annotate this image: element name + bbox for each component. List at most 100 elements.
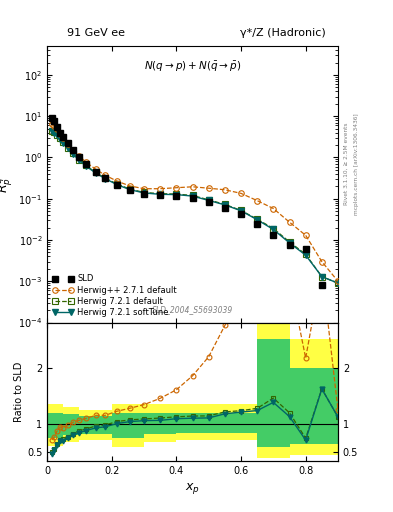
Herwig++ 2.7.1 default — [114, 178, 119, 184]
Herwig++ 2.7.1 default — [158, 186, 163, 192]
Herwig 7.2.1 default — [50, 127, 54, 134]
Herwig++ 2.7.1 default — [239, 190, 243, 197]
Herwig 7.2.1 softTune — [142, 190, 147, 196]
Herwig 7.2.1 softTune — [336, 280, 340, 286]
Herwig++ 2.7.1 default — [222, 187, 227, 193]
SLD — [142, 191, 147, 197]
Herwig 7.2.1 default — [52, 129, 57, 135]
Herwig 7.2.1 softTune — [52, 130, 57, 136]
Herwig++ 2.7.1 default — [93, 166, 98, 172]
SLD — [114, 182, 119, 188]
Herwig++ 2.7.1 default — [52, 123, 57, 129]
Herwig++ 2.7.1 default — [55, 126, 59, 133]
Text: $N(q \rightarrow p)+N(\bar{q} \rightarrow \bar{p})$: $N(q \rightarrow p)+N(\bar{q} \rightarro… — [144, 60, 241, 74]
Herwig 7.2.1 softTune — [93, 170, 98, 176]
SLD — [61, 134, 66, 140]
Herwig++ 2.7.1 default — [71, 146, 75, 153]
SLD — [55, 124, 59, 130]
Herwig++ 2.7.1 default — [271, 205, 276, 211]
SLD — [320, 282, 324, 288]
Herwig 7.2.1 softTune — [206, 197, 211, 203]
Herwig 7.2.1 default — [239, 207, 243, 214]
SLD — [239, 211, 243, 218]
Herwig 7.2.1 softTune — [320, 273, 324, 280]
X-axis label: $x_p$: $x_p$ — [185, 481, 200, 496]
Herwig 7.2.1 default — [271, 225, 276, 231]
SLD — [52, 118, 57, 124]
Y-axis label: $R^{q}_{p}$: $R^{q}_{p}$ — [0, 176, 15, 193]
SLD — [174, 193, 179, 199]
Herwig 7.2.1 default — [93, 169, 98, 176]
Line: Herwig++ 2.7.1 default: Herwig++ 2.7.1 default — [49, 121, 341, 284]
SLD — [206, 199, 211, 205]
Herwig 7.2.1 softTune — [103, 176, 108, 182]
Herwig 7.2.1 default — [255, 216, 259, 222]
Herwig++ 2.7.1 default — [174, 185, 179, 191]
Herwig 7.2.1 softTune — [127, 186, 132, 193]
Herwig 7.2.1 softTune — [271, 226, 276, 232]
Herwig 7.2.1 softTune — [255, 217, 259, 223]
Herwig++ 2.7.1 default — [84, 159, 88, 165]
Herwig 7.2.1 softTune — [77, 157, 82, 163]
Herwig++ 2.7.1 default — [66, 141, 70, 147]
SLD — [93, 169, 98, 175]
Herwig++ 2.7.1 default — [190, 184, 195, 190]
Line: Herwig 7.2.1 default: Herwig 7.2.1 default — [49, 127, 341, 286]
Herwig 7.2.1 default — [222, 201, 227, 207]
Herwig 7.2.1 default — [190, 193, 195, 199]
Herwig 7.2.1 softTune — [190, 193, 195, 199]
Herwig 7.2.1 softTune — [61, 140, 66, 146]
Herwig 7.2.1 default — [206, 197, 211, 203]
SLD — [255, 221, 259, 227]
Herwig++ 2.7.1 default — [61, 135, 66, 141]
Herwig 7.2.1 softTune — [158, 191, 163, 198]
Herwig 7.2.1 default — [336, 280, 340, 286]
Herwig++ 2.7.1 default — [206, 185, 211, 191]
Herwig 7.2.1 default — [77, 157, 82, 163]
SLD — [287, 242, 292, 248]
Herwig++ 2.7.1 default — [50, 121, 54, 127]
SLD — [303, 246, 308, 252]
Text: SLD_2004_S5693039: SLD_2004_S5693039 — [152, 305, 233, 314]
SLD — [271, 232, 276, 239]
Herwig 7.2.1 softTune — [50, 128, 54, 134]
Herwig 7.2.1 softTune — [114, 181, 119, 187]
Herwig 7.2.1 default — [174, 191, 179, 197]
Herwig 7.2.1 default — [61, 139, 66, 145]
Herwig 7.2.1 default — [103, 175, 108, 181]
Herwig++ 2.7.1 default — [142, 186, 147, 192]
Herwig 7.2.1 default — [287, 239, 292, 245]
Herwig 7.2.1 default — [158, 190, 163, 197]
Herwig 7.2.1 softTune — [66, 145, 70, 152]
SLD — [127, 187, 132, 194]
Herwig 7.2.1 default — [58, 135, 62, 141]
Herwig++ 2.7.1 default — [287, 219, 292, 225]
Legend: SLD, Herwig++ 2.7.1 default, Herwig 7.2.1 default, Herwig 7.2.1 softTune: SLD, Herwig++ 2.7.1 default, Herwig 7.2.… — [51, 273, 178, 318]
Line: SLD: SLD — [49, 115, 325, 288]
Herwig 7.2.1 softTune — [58, 136, 62, 142]
Text: Rivet 3.1.10, ≥ 2.5M events: Rivet 3.1.10, ≥ 2.5M events — [344, 122, 349, 205]
Herwig++ 2.7.1 default — [103, 172, 108, 178]
Herwig++ 2.7.1 default — [336, 278, 340, 284]
Herwig 7.2.1 softTune — [222, 202, 227, 208]
Text: γ*/Z (Hadronic): γ*/Z (Hadronic) — [241, 28, 326, 38]
SLD — [66, 140, 70, 146]
Herwig++ 2.7.1 default — [255, 198, 259, 204]
Text: mcplots.cern.ch [arXiv:1306.3436]: mcplots.cern.ch [arXiv:1306.3436] — [354, 113, 359, 215]
Herwig 7.2.1 default — [303, 251, 308, 258]
Y-axis label: Ratio to SLD: Ratio to SLD — [14, 361, 24, 422]
Herwig 7.2.1 softTune — [84, 163, 88, 169]
Herwig 7.2.1 softTune — [287, 240, 292, 246]
Herwig 7.2.1 default — [71, 151, 75, 157]
Herwig 7.2.1 default — [320, 273, 324, 280]
SLD — [103, 175, 108, 181]
SLD — [222, 205, 227, 211]
SLD — [84, 161, 88, 167]
Herwig++ 2.7.1 default — [320, 259, 324, 265]
Herwig 7.2.1 softTune — [239, 208, 243, 214]
Herwig 7.2.1 softTune — [174, 191, 179, 198]
SLD — [190, 195, 195, 201]
Herwig 7.2.1 default — [84, 162, 88, 168]
SLD — [77, 155, 82, 161]
Herwig 7.2.1 softTune — [303, 252, 308, 258]
